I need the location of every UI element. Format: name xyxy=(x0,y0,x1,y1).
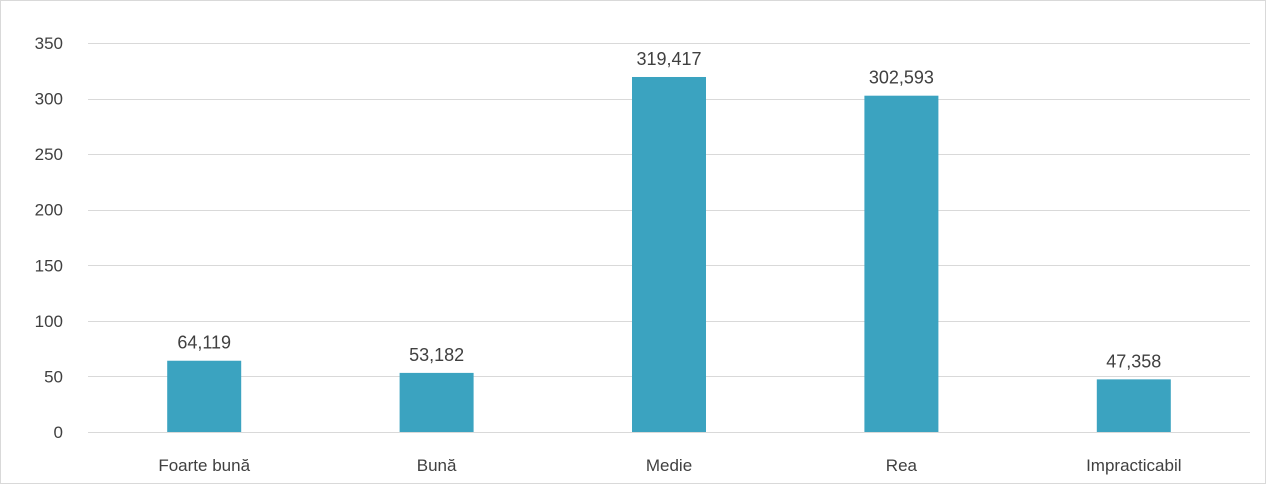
y-tick-label: 100 xyxy=(35,312,63,331)
bars xyxy=(167,76,1171,433)
x-tick-label: Impracticabil xyxy=(1086,456,1181,475)
x-tick-label: Rea xyxy=(886,456,918,475)
y-tick-label: 300 xyxy=(35,90,63,109)
bar xyxy=(399,372,474,432)
bar xyxy=(167,360,242,432)
bar xyxy=(1096,379,1171,432)
data-label: 64,119 xyxy=(177,333,231,353)
data-label: 319,417 xyxy=(636,49,701,69)
bar xyxy=(632,76,706,433)
x-tick-label: Bună xyxy=(417,456,457,475)
y-tick-label: 200 xyxy=(35,201,63,220)
y-tick-label: 50 xyxy=(44,367,63,386)
data-labels: 64,119 53,182 319,417 302,593 47,358 xyxy=(177,49,1161,371)
data-label: 302,593 xyxy=(869,68,934,88)
y-tick-label: 0 xyxy=(54,423,63,442)
y-axis-ticks: 0 50 100 150 200 250 300 350 xyxy=(35,34,63,442)
y-tick-label: 350 xyxy=(35,34,63,53)
y-tick-label: 250 xyxy=(35,145,63,164)
data-label: 53,182 xyxy=(409,345,464,365)
data-label: 47,358 xyxy=(1106,351,1161,371)
y-tick-label: 150 xyxy=(35,256,63,275)
x-tick-label: Medie xyxy=(646,456,692,475)
x-axis-ticks: Foarte bună Bună Medie Rea Impracticabil xyxy=(158,456,1181,475)
x-tick-label: Foarte bună xyxy=(158,456,250,475)
bar xyxy=(864,95,939,433)
